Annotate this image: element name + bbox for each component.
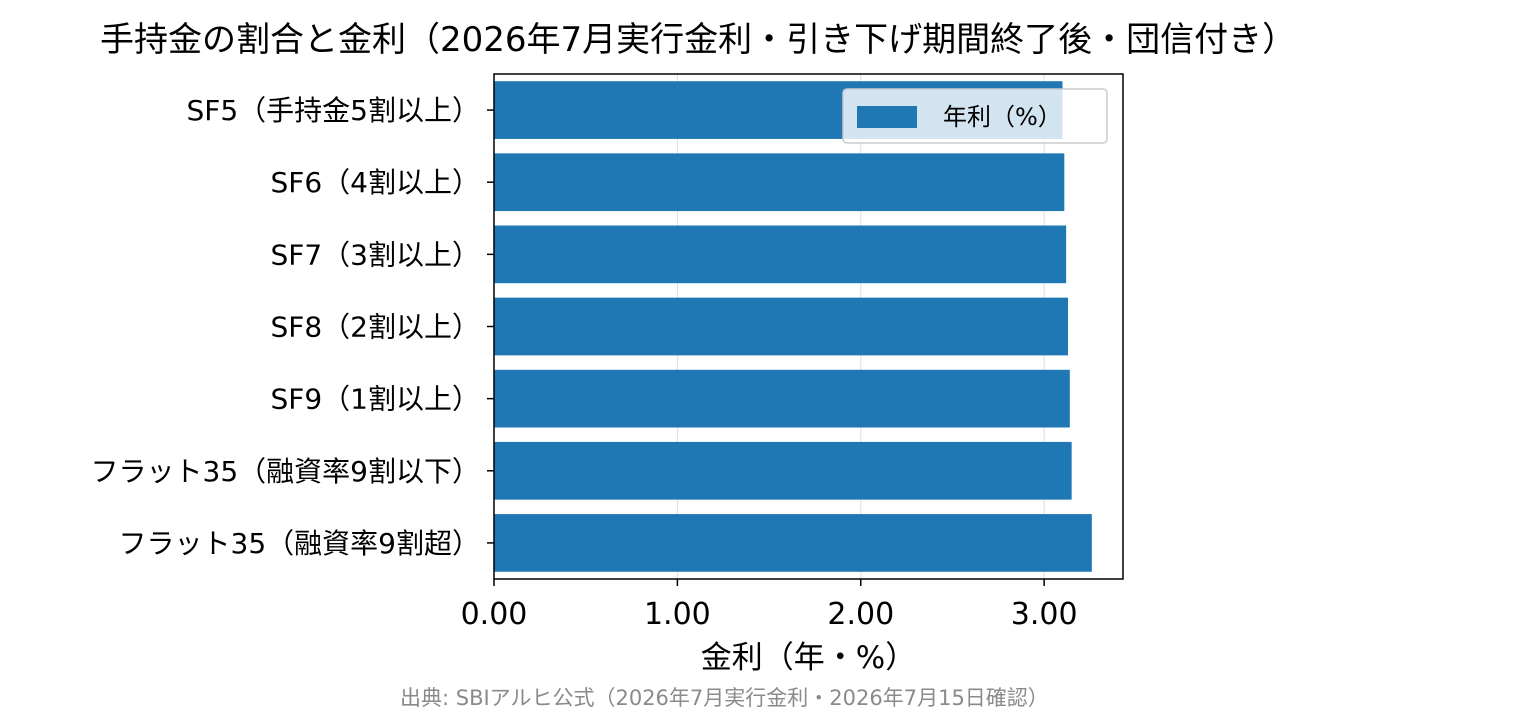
x-axis-label: 金利（年・%）	[701, 640, 916, 676]
x-tick-label: 1.00	[644, 597, 711, 632]
y-axis-ticks: SF5（手持金5割以上） SF6（4割以上） SF7（3割以上） SF8（2割以上） S…	[91, 94, 494, 560]
y-tick-label: SF6（4割以上）	[270, 166, 480, 199]
y-tick-label: SF8（2割以上）	[270, 311, 480, 344]
bars	[494, 81, 1092, 572]
bar	[494, 369, 1070, 428]
y-tick-label: SF7（3割以上）	[270, 238, 480, 271]
bar	[494, 297, 1068, 356]
x-tick-label: 0.00	[461, 597, 528, 632]
y-tick-label: SF5（手持金5割以上）	[186, 94, 480, 127]
source-note: 出典: SBIアルヒ公式（2026年7月実行金利・2026年7月15日確認）	[400, 686, 1049, 710]
legend: 年利（%）	[842, 88, 1108, 144]
chart-title: 手持金の割合と金利（2026年7月実行金利・引き下げ期間終了後・団信付き）	[100, 20, 1297, 60]
legend-box	[842, 88, 1108, 144]
legend-swatch	[857, 106, 917, 128]
bar	[494, 441, 1072, 500]
x-tick-label: 3.00	[1011, 597, 1078, 632]
bar	[494, 225, 1067, 284]
y-tick-label: フラット35（融資率9割以下）	[91, 455, 480, 488]
x-axis-ticks: 0.00 1.00 2.00 3.00	[461, 579, 1078, 632]
y-tick-label: フラット35（融資率9割超）	[119, 527, 480, 560]
bar	[494, 514, 1092, 572]
bar	[494, 153, 1065, 212]
x-tick-label: 2.00	[827, 597, 894, 632]
legend-label: 年利（%）	[943, 103, 1062, 131]
y-tick-label: SF9（1割以上）	[270, 383, 480, 416]
